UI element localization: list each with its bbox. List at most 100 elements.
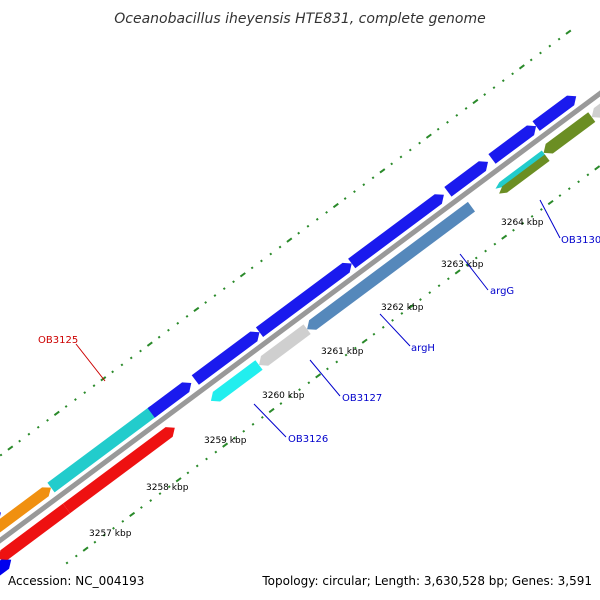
scale-tick: [518, 64, 525, 70]
scale-tick: [408, 303, 415, 310]
gene-arrow: [495, 150, 546, 189]
leader-argH: [379, 313, 411, 347]
scale-tick: [92, 384, 96, 388]
scale-tick: [472, 98, 479, 105]
scale-tick: [326, 367, 329, 371]
scale-tick: [594, 165, 600, 171]
scale-tick: [112, 526, 115, 530]
scale-tick: [193, 306, 200, 313]
scale-tick: [65, 561, 69, 565]
scale-tick: [239, 272, 246, 278]
gene-label-argH: argH: [411, 343, 435, 354]
scale-tick: [185, 314, 189, 318]
scale-tick: [297, 231, 301, 235]
scale-tick: [120, 363, 124, 367]
scale-tick: [419, 298, 422, 301]
scale-tick: [251, 422, 255, 426]
gene-label-OB3125: OB3125: [38, 335, 78, 346]
scale-tick: [454, 269, 461, 275]
scale-tick: [539, 208, 543, 211]
scale-tick: [288, 395, 292, 399]
scale-tick: [306, 224, 310, 228]
gene-arrow: [543, 112, 596, 154]
gene-arrow: [444, 161, 488, 197]
gene-arrow: [0, 559, 12, 576]
gene-label-OB3126: OB3126: [288, 434, 328, 445]
scale-tick: [307, 381, 311, 385]
scale-tick: [46, 418, 49, 422]
map-title: Oceanobacillus iheyensis HTE831, complet…: [114, 11, 485, 27]
scale-tick: [269, 252, 273, 256]
scale-tick: [577, 180, 580, 184]
scale-tick: [186, 471, 190, 475]
scale-tick: [157, 335, 161, 339]
scale-tick: [361, 338, 368, 344]
scale-tick: [0, 453, 3, 457]
scale-tick: [74, 398, 77, 401]
scale-tick: [53, 410, 60, 417]
scale-tick: [129, 511, 136, 518]
scale-tick: [149, 499, 153, 502]
scale-tick: [558, 194, 562, 198]
scale-tick: [140, 506, 143, 509]
tick-label-3263: 3263 kbp: [441, 260, 484, 270]
gene-arrow: [0, 512, 1, 517]
scale-tick: [222, 287, 226, 291]
tick-label-3260: 3260 kbp: [262, 391, 305, 401]
scale-tick: [268, 407, 275, 414]
scale-tick: [372, 332, 376, 336]
scale-tick: [483, 93, 487, 96]
scale-tick: [465, 263, 469, 267]
scale-tick: [315, 373, 322, 379]
scale-tick: [511, 72, 514, 76]
tick-label-3262: 3262 kbp: [381, 303, 424, 313]
gene-arrow: [591, 103, 600, 118]
scale-tick: [18, 439, 22, 443]
leader-OB3130: [539, 199, 561, 239]
scale-tick: [474, 256, 478, 260]
gene-arrow: [348, 194, 444, 269]
scale-tick: [205, 457, 208, 461]
gene-arrow: [62, 427, 175, 514]
scale-tick: [493, 242, 497, 246]
scale-tick: [250, 266, 254, 270]
gene-features: [0, 95, 600, 576]
scale-tick: [344, 353, 348, 357]
scale-tick: [371, 176, 375, 180]
scale-tick: [362, 183, 366, 187]
gene-arrow: [47, 406, 160, 493]
scale-tick: [381, 325, 385, 329]
scale-tick: [446, 277, 450, 281]
tick-label-3258: 3258 kbp: [146, 483, 189, 493]
scale-tick: [428, 291, 432, 295]
scale-tick: [102, 533, 106, 537]
scale-tick: [501, 234, 508, 240]
leader-OB3125: [75, 343, 106, 382]
gene-arrow: [488, 125, 537, 164]
scale-tick: [539, 51, 542, 55]
scale-tick: [353, 190, 356, 194]
gene-arrow: [307, 201, 475, 330]
gene-label-argG: argG: [490, 286, 514, 297]
scale-tick: [335, 360, 339, 364]
scale-tick: [332, 202, 339, 209]
scale-tick: [278, 245, 282, 249]
gene-label-OB3130: OB3130: [561, 235, 600, 246]
genome-backbone: [0, 90, 600, 544]
scale-tick: [286, 237, 293, 243]
scale-tick: [111, 370, 115, 374]
scale-tick: [530, 215, 534, 218]
gene-label-OB3127: OB3127: [342, 393, 382, 404]
scale-tick: [214, 450, 218, 454]
scale-tick: [129, 356, 133, 360]
scale-tick: [64, 405, 68, 408]
tick-label-3259: 3259 kbp: [204, 436, 247, 446]
gene-arrow: [210, 360, 263, 402]
tick-label-3261: 3261 kbp: [321, 347, 364, 357]
scale-tick: [146, 341, 153, 347]
scale-tick: [242, 429, 246, 433]
scale-tick: [343, 197, 347, 200]
scale-tick: [93, 540, 97, 544]
scale-tick: [521, 221, 525, 225]
scale-tick: [418, 141, 421, 145]
